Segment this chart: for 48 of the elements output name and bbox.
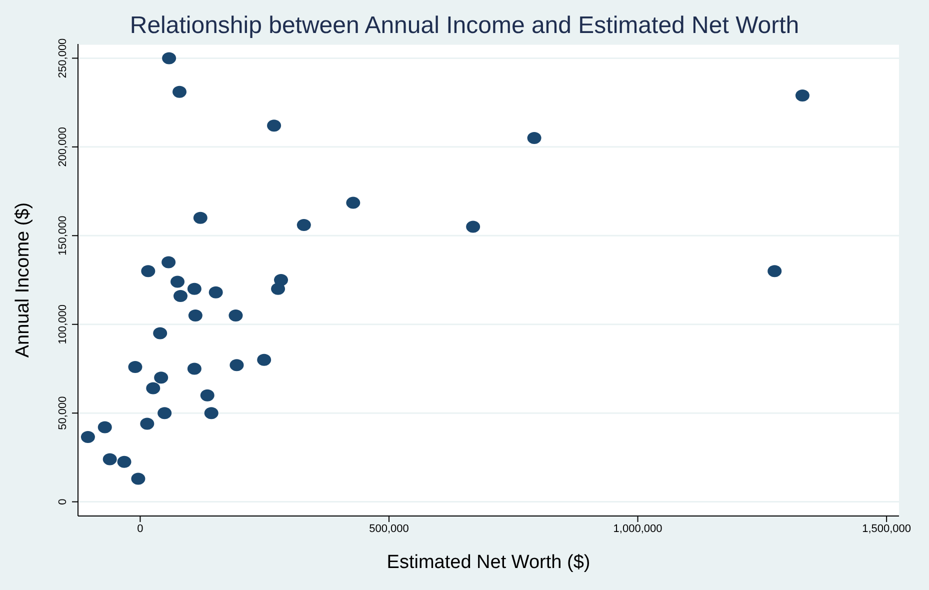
y-tick-label: 100,000	[57, 304, 69, 344]
x-axis-title: Estimated Net Worth ($)	[386, 552, 590, 573]
point	[466, 220, 480, 233]
point	[172, 86, 187, 98]
point	[257, 354, 272, 366]
point	[267, 120, 282, 132]
point	[153, 327, 168, 340]
point	[230, 359, 244, 372]
point	[162, 52, 176, 64]
x-tick-label: 1,500,000	[862, 522, 912, 535]
point	[187, 362, 202, 375]
point	[296, 218, 311, 231]
point	[795, 89, 810, 102]
y-tick-label: 50,000	[57, 396, 69, 430]
point	[193, 212, 208, 224]
y-tick-label: 250,000	[57, 38, 69, 78]
point	[141, 265, 156, 278]
point	[128, 360, 142, 373]
y-tick-label: 0	[57, 498, 69, 505]
chart-title: Relationship between Annual Income and Estimated Net Worth	[128, 12, 800, 40]
point	[131, 472, 146, 485]
point	[271, 282, 286, 295]
point	[140, 418, 154, 430]
point	[98, 421, 112, 434]
point	[170, 276, 185, 288]
x-tick-label: 0	[137, 522, 144, 535]
point	[204, 407, 218, 420]
y-axis-title: Annual Income ($)	[12, 202, 34, 358]
point	[117, 456, 132, 468]
point	[346, 196, 360, 209]
point	[80, 431, 95, 444]
point	[102, 453, 117, 466]
point	[200, 389, 214, 402]
y-tick-label: 150,000	[57, 216, 69, 256]
point	[768, 265, 782, 278]
x-tick-label: 1,000,000	[613, 522, 662, 535]
point	[154, 372, 168, 384]
point	[188, 309, 202, 322]
point	[228, 309, 243, 322]
point	[162, 256, 176, 268]
point	[146, 382, 160, 394]
point	[208, 286, 223, 298]
point	[187, 282, 202, 295]
x-tick-label: 500,000	[369, 522, 409, 535]
point	[158, 407, 172, 420]
point	[527, 132, 542, 144]
y-tick-label: 200,000	[57, 127, 69, 167]
point	[174, 290, 188, 302]
